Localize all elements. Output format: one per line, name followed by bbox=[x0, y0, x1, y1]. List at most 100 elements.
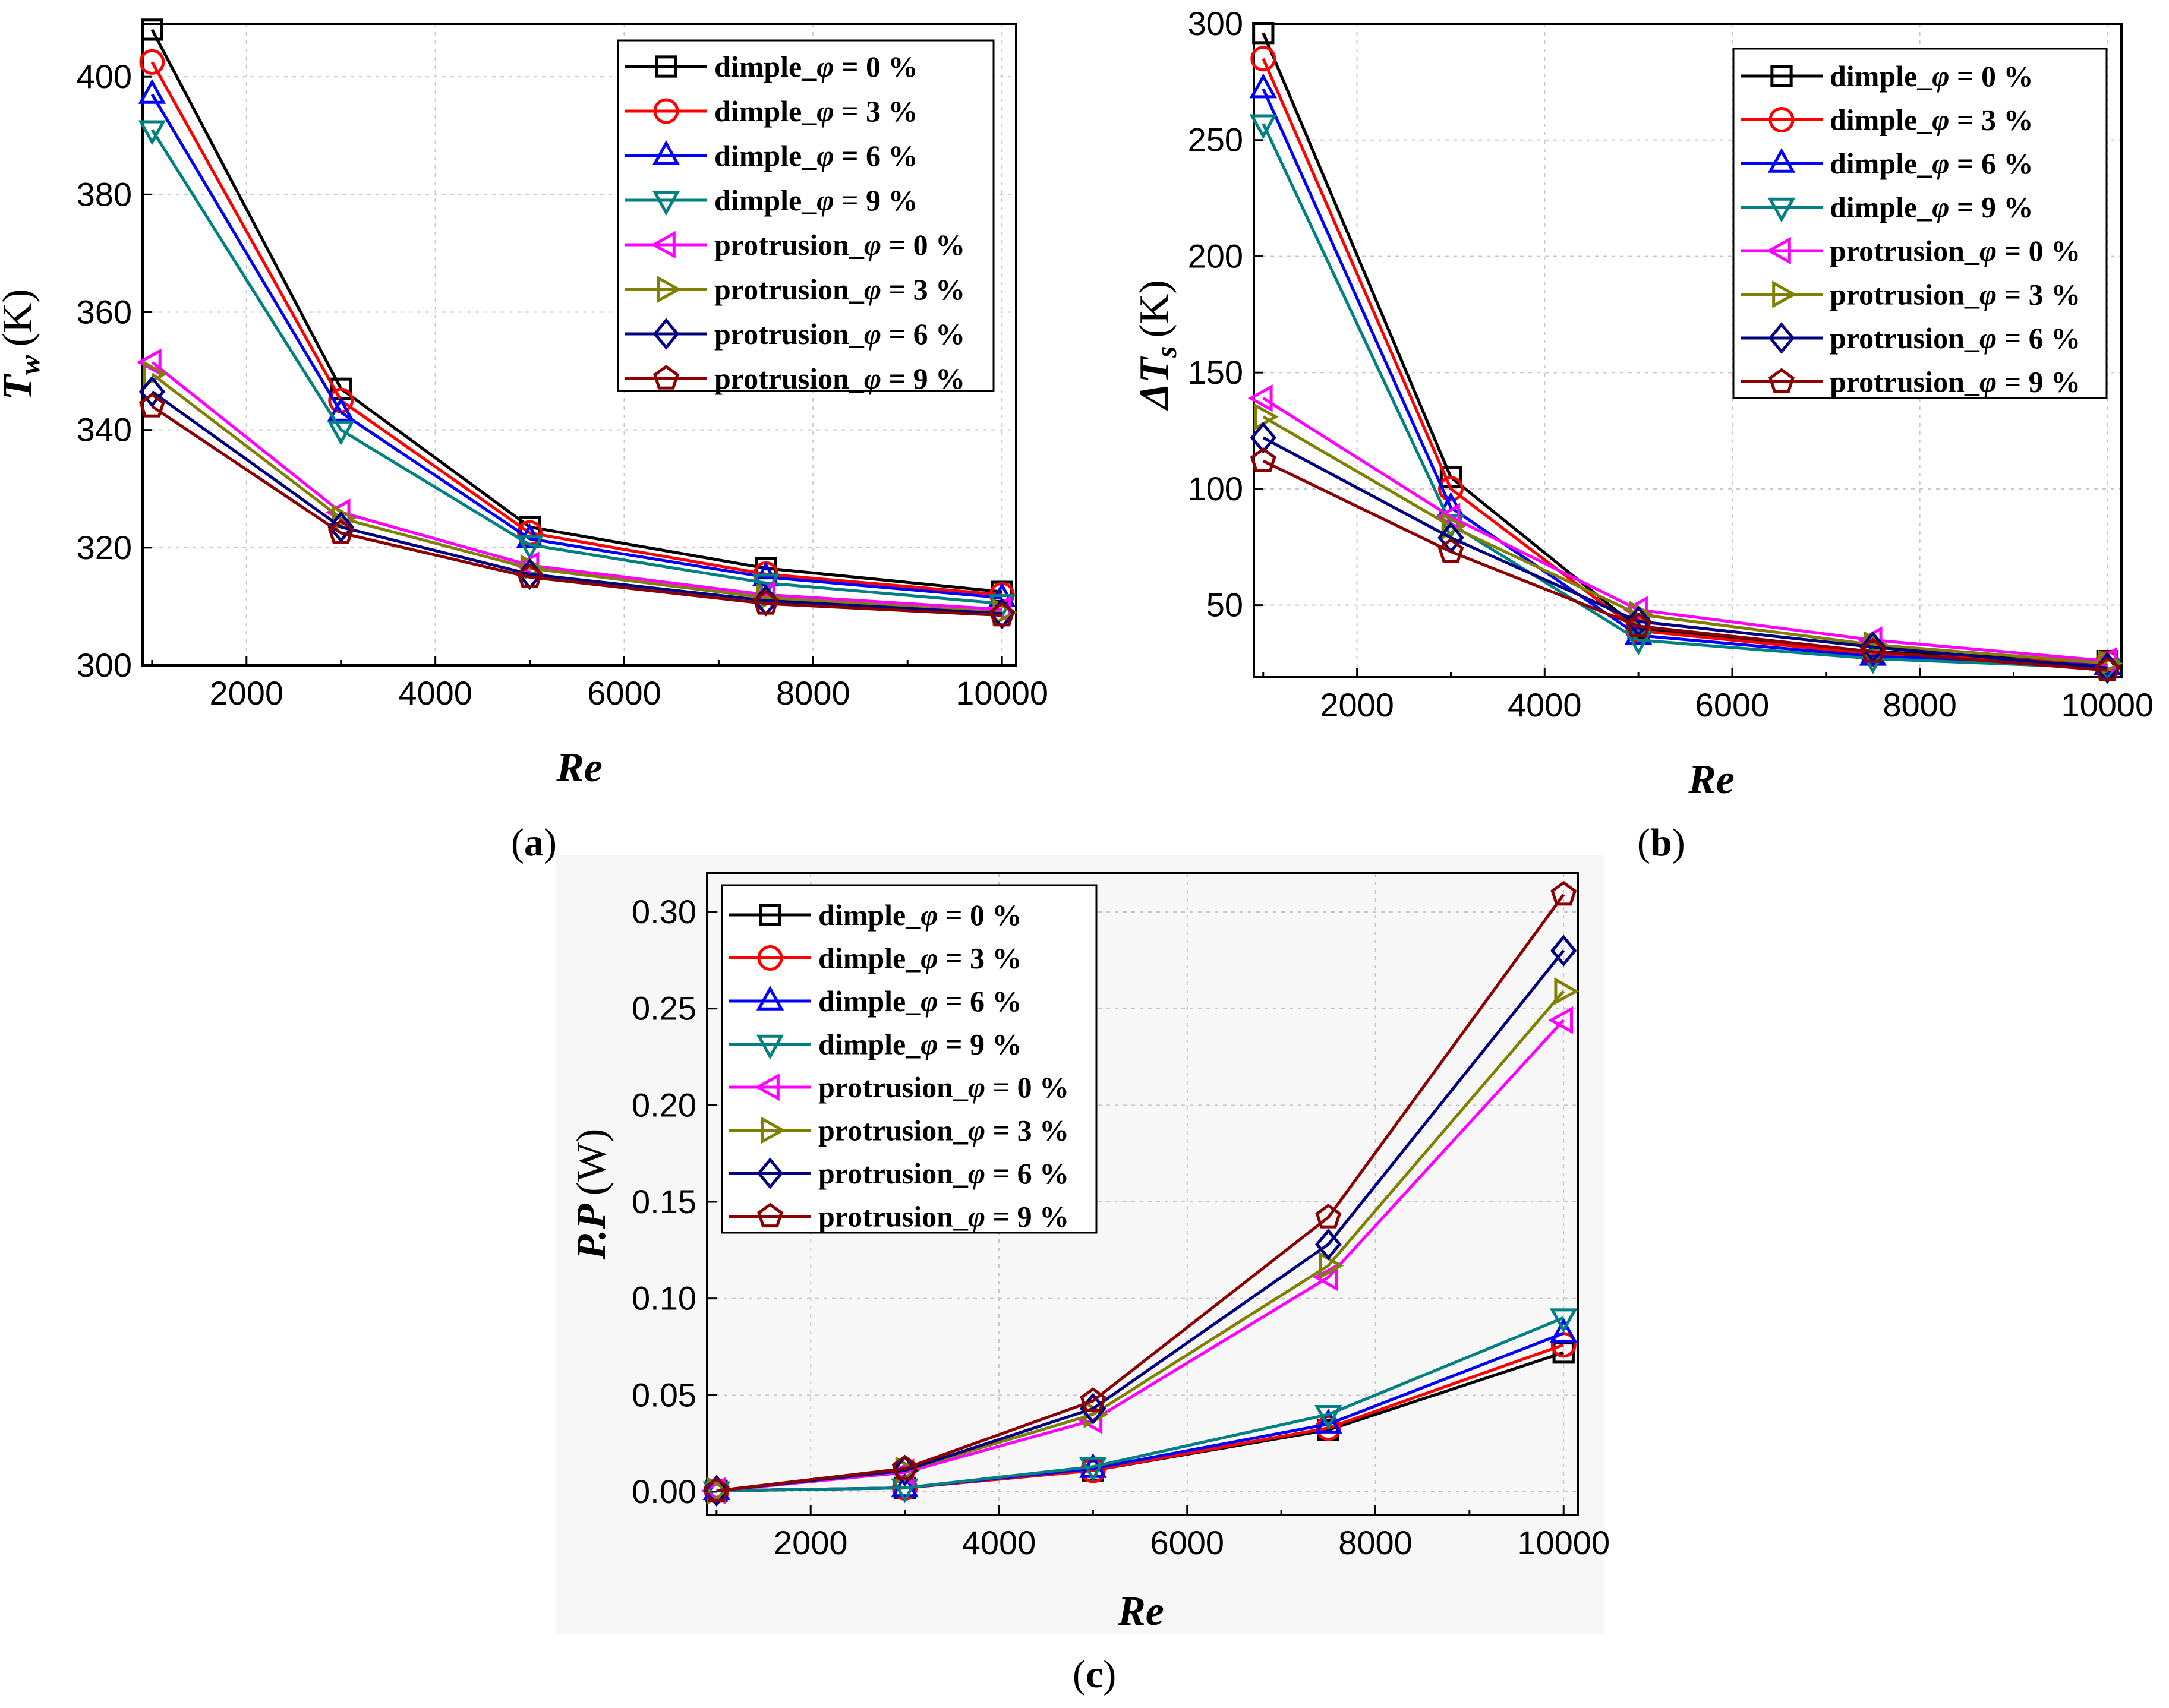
legend-symbol: φ bbox=[920, 1028, 938, 1061]
y-axis-title-main: ΔT bbox=[1131, 356, 1177, 411]
x-tick-label: 4000 bbox=[1508, 686, 1582, 724]
y-axis-title-unit: (K) bbox=[1131, 280, 1177, 337]
legend-marker bbox=[653, 364, 679, 390]
data-point bbox=[1441, 512, 1467, 540]
legend-suffix: = 0 % bbox=[985, 1071, 1069, 1104]
x-tick-label: 6000 bbox=[1150, 1524, 1224, 1561]
data-point bbox=[1624, 630, 1653, 656]
legend-suffix: = 9 % bbox=[881, 362, 965, 395]
legend-symbol: φ bbox=[920, 984, 938, 1018]
legend-suffix: = 6 % bbox=[938, 984, 1022, 1018]
legend-marker bbox=[1766, 236, 1791, 265]
data-point bbox=[1247, 384, 1273, 412]
legend-symbol: φ bbox=[1932, 59, 1949, 93]
x-tick-label: 2000 bbox=[774, 1524, 848, 1561]
data-point bbox=[136, 348, 162, 376]
legend-entry: dimple_φ = 3 % bbox=[714, 94, 918, 128]
legend-suffix: = 6 % bbox=[1997, 321, 2080, 355]
legend-marker bbox=[1768, 368, 1795, 393]
legend-symbol: φ bbox=[864, 362, 881, 395]
legend-entry: dimple_φ = 3 % bbox=[1830, 103, 2034, 137]
panel-label: (a) bbox=[511, 821, 557, 864]
legend-prefix: dimple_ bbox=[714, 94, 817, 128]
y-axis-title-main: T bbox=[0, 373, 40, 400]
series-line bbox=[1262, 123, 2108, 670]
data-point bbox=[141, 18, 163, 41]
data-point bbox=[1437, 538, 1464, 563]
legend-marker bbox=[754, 1073, 780, 1101]
data-point bbox=[516, 563, 543, 589]
legend-marker bbox=[761, 1116, 786, 1144]
y-tick-label: 0.20 bbox=[632, 1086, 696, 1123]
y-tick-label: 250 bbox=[1188, 121, 1243, 159]
y-tick-label: 0.00 bbox=[632, 1473, 696, 1510]
legend-suffix: = 3 % bbox=[1950, 103, 2034, 137]
legend-prefix: protrusion_ bbox=[714, 273, 865, 306]
series-line bbox=[716, 1316, 1565, 1492]
data-point bbox=[1314, 1409, 1342, 1434]
data-point bbox=[327, 396, 355, 422]
y-axis-title-sub: w bbox=[12, 355, 46, 375]
plot-frame bbox=[706, 872, 1579, 1516]
data-point bbox=[1314, 1405, 1342, 1430]
data-point bbox=[1315, 1415, 1341, 1441]
data-point bbox=[1319, 1252, 1344, 1280]
legend-prefix: protrusion_ bbox=[1830, 234, 1980, 267]
legend: dimple_φ = 0 %dimple_φ = 3 %dimple_φ = 6… bbox=[617, 39, 995, 395]
y-tick-label: 200 bbox=[1188, 237, 1243, 274]
legend-entry: dimple_φ = 0 % bbox=[1830, 59, 2034, 93]
legend-marker bbox=[650, 231, 676, 259]
y-tick-label: 400 bbox=[77, 58, 132, 95]
data-point bbox=[891, 1454, 918, 1480]
data-point bbox=[1250, 447, 1276, 472]
legend-marker bbox=[655, 55, 677, 78]
legend: dimple_φ = 0 %dimple_φ = 3 %dimple_φ = 6… bbox=[1732, 48, 2108, 399]
x-tick-label: 6000 bbox=[587, 674, 661, 712]
legend-entry: protrusion_φ = 9 % bbox=[1830, 365, 2080, 399]
x-axis-title: Re bbox=[1117, 1589, 1164, 1634]
legend-prefix: dimple_ bbox=[714, 184, 817, 217]
legend-marker bbox=[756, 1034, 784, 1060]
legend-suffix: = 0 % bbox=[834, 50, 918, 83]
legend-symbol: φ bbox=[920, 898, 938, 932]
series-line bbox=[1262, 436, 2108, 670]
data-point bbox=[1250, 422, 1277, 454]
y-axis-title: ΔTs (K) bbox=[1131, 280, 1183, 411]
data-point bbox=[1435, 503, 1461, 531]
legend-entry: dimple_φ = 9 % bbox=[1830, 191, 2034, 224]
y-axis-title-unit: (K) bbox=[0, 289, 40, 346]
legend-marker bbox=[1770, 65, 1793, 87]
legend-entry: protrusion_φ = 6 % bbox=[1830, 321, 2080, 355]
legend-suffix: = 9 % bbox=[834, 184, 918, 217]
legend-entry: protrusion_φ = 3 % bbox=[818, 1114, 1069, 1147]
legend-suffix: = 0 % bbox=[938, 898, 1022, 932]
series-line bbox=[1262, 459, 2108, 672]
x-tick-label: 8000 bbox=[776, 674, 850, 712]
panel-label-open: ( bbox=[511, 821, 524, 864]
data-point bbox=[327, 511, 354, 543]
series-line bbox=[150, 129, 1002, 605]
legend-entry: protrusion_φ = 6 % bbox=[818, 1157, 1069, 1190]
y-tick-label: 360 bbox=[77, 293, 132, 331]
y-axis-title: P.P (W) bbox=[569, 1129, 614, 1261]
legend-symbol: φ bbox=[816, 184, 834, 217]
data-point bbox=[327, 519, 354, 544]
data-point bbox=[1315, 1203, 1342, 1229]
series-line bbox=[151, 390, 1002, 615]
legend-suffix: = 3 % bbox=[1997, 278, 2080, 311]
legend-prefix: protrusion_ bbox=[818, 1157, 969, 1190]
x-tick-label: 6000 bbox=[1695, 686, 1770, 724]
legend-suffix: = 9 % bbox=[938, 1028, 1022, 1061]
legend-symbol: φ bbox=[1979, 278, 1997, 311]
legend-entry: protrusion_φ = 6 % bbox=[714, 317, 965, 351]
data-point bbox=[1249, 73, 1278, 99]
data-point bbox=[1859, 637, 1886, 663]
legend-marker bbox=[757, 945, 783, 971]
legend-symbol: φ bbox=[816, 50, 834, 83]
series-line bbox=[150, 93, 1002, 599]
legend-suffix: = 0 % bbox=[1997, 234, 2080, 267]
data-point bbox=[1548, 1006, 1574, 1034]
legend-entry: protrusion_φ = 3 % bbox=[714, 273, 965, 306]
data-point bbox=[138, 78, 166, 104]
data-point bbox=[1250, 46, 1276, 72]
